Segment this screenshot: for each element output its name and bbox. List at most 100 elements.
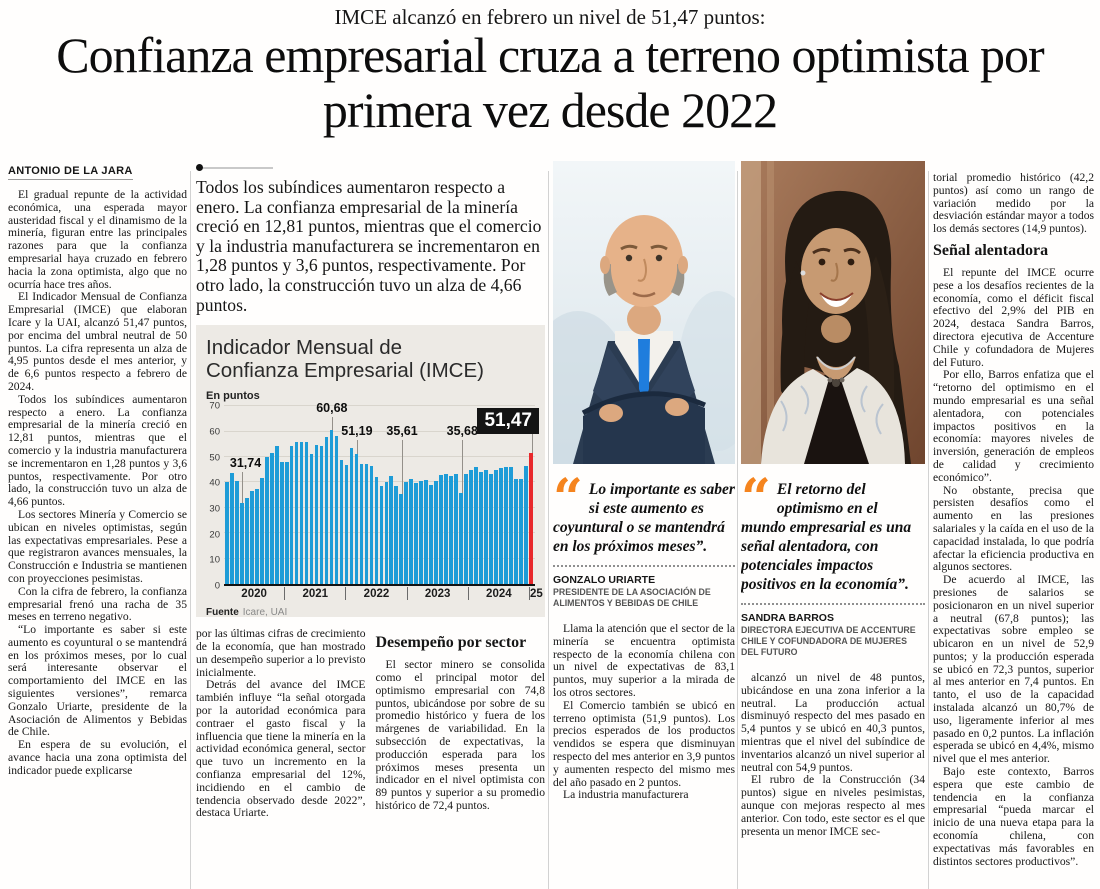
annotation-leader-line [402, 439, 404, 494]
chart-bar [509, 466, 513, 585]
article-body: ANTONIO DE LA JARA El gradual repunte de… [0, 161, 1100, 889]
column-5: “El retorno del optimismo en el mundo em… [741, 161, 925, 889]
chart-bar [474, 466, 478, 585]
column-rule [548, 171, 549, 889]
annotation-leader-line [356, 440, 358, 454]
gridline [224, 532, 535, 534]
headline: Confianza empresarial cruza a terreno op… [56, 27, 1044, 138]
y-tick-label: 30 [209, 503, 220, 515]
paragraph: alcanzó un nivel de 48 puntos, ubicándos… [741, 671, 925, 774]
chart-unit-label: En puntos [206, 390, 260, 403]
pull-quote-uriarte: “Lo importante es saber si este aumento … [553, 468, 735, 609]
chart-bar [459, 493, 463, 585]
chart-bar [249, 491, 254, 585]
column-6-text: El repunte del IMCE ocurre pese a los de… [933, 266, 1094, 868]
chart-bar [424, 480, 429, 585]
quote-text: “Lo importante es saber si este aumento … [553, 468, 735, 556]
annotation-leader-line [331, 417, 333, 430]
column-4-text: Llama la atención que el sector de la mi… [553, 622, 735, 802]
chart-bar [469, 470, 473, 585]
quote-author-name: SANDRA BARROS [741, 612, 834, 624]
photo-gonzalo-uriarte [553, 161, 735, 464]
chart-source-label: Fuente [206, 607, 239, 619]
chart-bar [454, 474, 458, 585]
paragraph: Bajo este contexto, Barros espera que es… [933, 765, 1094, 868]
chart-bar [399, 493, 404, 585]
section-heading-sector: Desempeño por sector [375, 634, 527, 652]
paragraph: “Lo importante es saber si este aumento … [8, 623, 187, 739]
below-chart-columns: por las últimas cifras de crecimiento de… [196, 627, 546, 820]
chart-bar [524, 465, 528, 585]
chart-plot-area: 31,74 60,68 51,19 35,61 35,68 51,47 [224, 401, 539, 587]
chart-bar [334, 435, 339, 585]
chart-bar [414, 482, 419, 585]
photo-sandra-barros [741, 161, 925, 464]
chart-bar [419, 480, 424, 585]
column-rule [928, 171, 929, 889]
paragraph: La industria manufacturera [563, 788, 689, 802]
current-value-badge: 51,47 [477, 408, 539, 435]
chart-bar [264, 457, 269, 585]
y-tick-label: 40 [209, 477, 220, 489]
column-3-text: El sector minero se consolida como el pr… [376, 658, 546, 813]
gridline [224, 557, 535, 559]
x-axis-year-label: 2022 [345, 587, 406, 601]
lead-marker [196, 164, 545, 171]
chart-source-text: Icare, UAI [242, 607, 288, 619]
section-heading-senal: Señal alentadora [933, 241, 1049, 259]
annotation-value-label: 35,61 [386, 423, 418, 438]
dotted-divider [553, 565, 735, 567]
chart-bar [244, 497, 249, 585]
column-5-text: alcanzó un nivel de 48 puntos, ubicándos… [741, 671, 925, 838]
chart-bar [489, 474, 493, 585]
column-rule [737, 171, 738, 889]
chart-bar [349, 448, 354, 585]
column-6: torial promedio histórico (42,2 puntos) … [933, 161, 1094, 889]
gridline [224, 405, 535, 407]
paragraph: El Indicador Mensual de Confianza Empres… [8, 290, 187, 393]
quote-author-title: PRESIDENTE DE LA ASOCIACIÓN DE ALIMENTOS… [553, 587, 711, 608]
column-3: Desempeño por sector El sector minero se… [376, 628, 546, 820]
lead-bullet-icon [196, 164, 203, 171]
chart-bar [354, 454, 359, 585]
quote-author-title: DIRECTORA EJECUTIVA DE ACCENTURE CHILE Y… [741, 625, 916, 657]
paragraph: El rubro de la Construcción (34 puntos) … [741, 773, 925, 838]
chart-bar [364, 464, 369, 585]
chart-bar [259, 477, 264, 585]
annotation-leader-line [462, 440, 464, 494]
chart-bar [284, 462, 289, 585]
chart-bar [369, 465, 374, 585]
pull-quote-barros: “El retorno del optimismo en el mundo em… [741, 473, 925, 658]
kicker: IMCE alcanzó en febrero un nivel de 51,4… [334, 5, 766, 29]
chart-bar [439, 475, 444, 585]
y-tick-label: 0 [214, 580, 220, 592]
chart-bar [434, 481, 439, 585]
y-tick-label: 50 [209, 452, 220, 464]
column-6-top-text: torial promedio histórico (42,2 puntos) … [933, 171, 1094, 236]
paragraph: Por ello, Barros enfatiza que el “retorn… [933, 368, 1094, 484]
chart-bar [494, 469, 498, 585]
bars [225, 406, 534, 585]
x-axis-year-label: 2023 [406, 587, 468, 601]
chart-bar [319, 445, 324, 585]
chart-bar [514, 478, 518, 585]
quote-author-name: GONZALO URIARTE [553, 574, 656, 586]
chart-bar [344, 465, 349, 585]
chart-bar [449, 476, 453, 585]
chart-x-axis: 2020 2021 2022 2023 2024 25 [224, 587, 543, 602]
byline: ANTONIO DE LA JARA [8, 165, 133, 180]
column-1: ANTONIO DE LA JARA El gradual repunte de… [8, 161, 187, 889]
paragraph: Llama la atención que el sector de la mi… [553, 622, 735, 699]
chart-bar [299, 441, 304, 585]
chart-bar [464, 474, 468, 585]
x-axis-year-label: 2020 [241, 588, 267, 601]
chart-bar [229, 473, 234, 585]
gridline [224, 506, 535, 508]
chart-bar [379, 486, 384, 585]
paragraph: El gradual repunte de la actividad econó… [8, 188, 187, 291]
chart-bar [314, 444, 319, 585]
annotation-leader-line [241, 471, 243, 504]
y-tick-label: 10 [209, 554, 220, 566]
chart-bar-highlight [529, 453, 533, 585]
paragraph: por las últimas cifras de crecimiento de… [196, 627, 366, 679]
